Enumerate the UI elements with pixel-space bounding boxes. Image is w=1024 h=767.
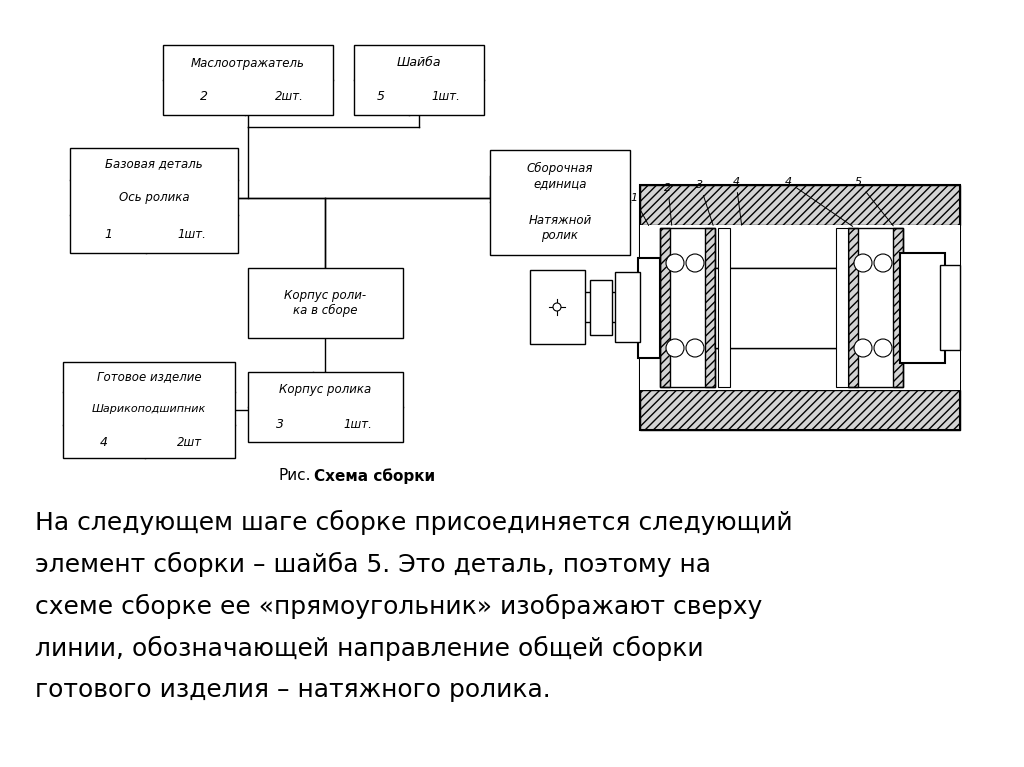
Text: 3: 3	[276, 417, 284, 430]
Text: Сборочная
единица: Сборочная единица	[526, 162, 593, 190]
Text: схеме сборке ее «прямоугольник» изображают сверху: схеме сборке ее «прямоугольник» изобража…	[35, 594, 762, 619]
Bar	[590, 280, 612, 335]
Text: Готовое изделие: Готовое изделие	[96, 370, 202, 384]
Bar	[490, 150, 630, 255]
Text: Ось ролика: Ось ролика	[119, 192, 189, 205]
Text: Маслоотражатель: Маслоотражатель	[191, 57, 305, 70]
Circle shape	[666, 339, 684, 357]
Bar	[848, 228, 858, 387]
Bar	[354, 45, 484, 115]
Bar	[640, 185, 961, 430]
Text: 2шт: 2шт	[177, 436, 203, 449]
Circle shape	[874, 254, 892, 272]
Bar	[70, 148, 238, 253]
Text: 4: 4	[100, 436, 108, 449]
Bar	[660, 228, 715, 387]
Bar	[660, 228, 670, 387]
Bar	[163, 45, 333, 115]
Bar	[900, 253, 945, 363]
Bar	[530, 270, 585, 344]
Bar	[640, 225, 961, 390]
Text: 1шт.: 1шт.	[177, 228, 207, 241]
Text: На следующем шаге сборке присоединяется следующий: На следующем шаге сборке присоединяется …	[35, 510, 793, 535]
Circle shape	[686, 254, 705, 272]
Bar	[940, 265, 961, 350]
Text: 4: 4	[784, 177, 853, 226]
Bar	[63, 362, 234, 458]
Bar	[540, 292, 645, 322]
Text: Шайба: Шайба	[396, 57, 441, 70]
Bar	[836, 228, 848, 387]
Text: 2: 2	[665, 183, 672, 225]
Bar	[640, 185, 961, 225]
Circle shape	[854, 339, 872, 357]
Text: Шарикоподшипник: Шарикоподшипник	[92, 404, 206, 414]
Circle shape	[553, 303, 561, 311]
Text: Рис.: Рис.	[279, 469, 311, 483]
Text: 4: 4	[732, 177, 741, 225]
Bar	[638, 258, 660, 358]
Text: линии, обозначающей направление общей сборки: линии, обозначающей направление общей сб…	[35, 636, 703, 661]
Text: 2: 2	[200, 91, 208, 104]
Circle shape	[854, 254, 872, 272]
Bar	[715, 268, 848, 348]
Bar	[248, 268, 403, 338]
Text: Корпус ролика: Корпус ролика	[279, 384, 371, 397]
Text: Корпус роли-
ка в сборе: Корпус роли- ка в сборе	[284, 289, 366, 317]
Text: 5: 5	[854, 177, 893, 225]
Bar	[715, 268, 848, 348]
Circle shape	[874, 339, 892, 357]
Bar	[640, 390, 961, 430]
Circle shape	[666, 254, 684, 272]
Text: 3: 3	[696, 180, 713, 225]
Bar	[718, 228, 730, 387]
Text: 5: 5	[377, 91, 385, 104]
Circle shape	[686, 339, 705, 357]
Bar	[248, 372, 403, 442]
Text: элемент сборки – шайба 5. Это деталь, поэтому на: элемент сборки – шайба 5. Это деталь, по…	[35, 552, 711, 577]
Text: готового изделия – натяжного ролика.: готового изделия – натяжного ролика.	[35, 678, 551, 702]
Bar	[705, 228, 715, 387]
Text: 1: 1	[104, 228, 112, 241]
Text: Базовая деталь: Базовая деталь	[105, 157, 203, 170]
Text: 1шт.: 1шт.	[344, 417, 373, 430]
Text: 1: 1	[631, 193, 648, 225]
Text: Натяжной
ролик: Натяжной ролик	[528, 214, 592, 242]
Bar	[615, 272, 640, 342]
Bar	[893, 228, 903, 387]
Text: Схема сборки: Схема сборки	[314, 468, 435, 484]
Text: 2шт.: 2шт.	[274, 91, 303, 104]
Bar	[848, 228, 903, 387]
Text: 1шт.: 1шт.	[431, 91, 461, 104]
